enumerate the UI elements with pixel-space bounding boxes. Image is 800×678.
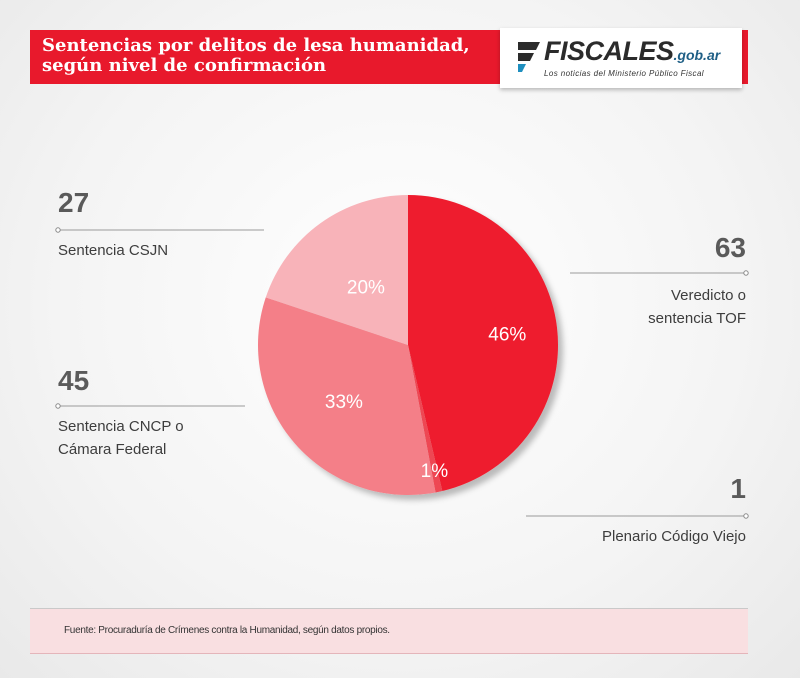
- callout-value: 45: [58, 365, 89, 396]
- source-note: Fuente: Procuraduría de Crímenes contra …: [64, 625, 390, 636]
- callout-leader-dot: [743, 513, 749, 519]
- callout-plenario-codigo-viejo: 1 Plenario Código Viejo: [526, 473, 749, 545]
- callout-label: Sentencia CSJN: [58, 242, 168, 259]
- logo-wordmark: FISCALES.gob.ar: [544, 36, 720, 67]
- callout-value: 27: [58, 187, 89, 218]
- callout-label: Plenario Código Viejo: [602, 528, 746, 545]
- fiscales-logo-icon: [518, 42, 540, 72]
- pie-percent-labels: 46% 1% 33% 20%: [325, 278, 527, 483]
- callout-leader-dot: [743, 270, 749, 276]
- pie-percent-label-sentencia-cncp-o-camara-federal: 33%: [325, 392, 363, 413]
- pie-slice-sentencia-csjn: [265, 195, 408, 345]
- callout-value: 63: [715, 232, 746, 263]
- callout-sentencia-cncp-o-camara-federal: 45 Sentencia CNCP o Cámara Federal: [55, 365, 245, 458]
- pie-slice-sentencia-cncp-o-camara-federal: [258, 297, 436, 496]
- callout-label: Cámara Federal: [58, 441, 166, 458]
- fiscales-logo: FISCALES.gob.ar Los noticias del Ministe…: [500, 28, 742, 88]
- chart-title: Sentencias por delitos de lesa humanidad…: [42, 36, 470, 76]
- title-line-1: Sentencias por delitos de lesa humanidad…: [42, 35, 470, 56]
- callouts: 27 Sentencia CSJN 63 Veredicto o sentencia T…: [55, 187, 749, 545]
- callout-veredicto-o-sentencia-tof: 63 Veredicto o sentencia TOF: [570, 232, 749, 327]
- pie-percent-label-veredicto-o-sentencia-tof: 46%: [488, 325, 526, 346]
- pie-slice-plenario-codigo-viejo: [408, 345, 443, 493]
- callout-leader-dot: [55, 227, 61, 233]
- callout-label: sentencia TOF: [648, 310, 746, 327]
- pie-percent-label-plenario-codigo-viejo: 1%: [421, 461, 449, 482]
- callout-leader-dot: [55, 403, 61, 409]
- callout-value: 1: [730, 473, 746, 504]
- title-line-2: según nivel de confirmación: [42, 55, 327, 76]
- pie-slice-veredicto-o-sentencia-tof: [408, 195, 559, 492]
- logo-name: FISCALES: [544, 36, 674, 66]
- pie-percent-label-sentencia-csjn: 20%: [347, 278, 385, 299]
- source-footer: Fuente: Procuraduría de Crímenes contra …: [30, 608, 748, 654]
- callout-label: Sentencia CNCP o: [58, 418, 184, 435]
- logo-domain: .gob.ar: [673, 47, 721, 63]
- callout-sentencia-csjn: 27 Sentencia CSJN: [55, 187, 264, 259]
- callout-label: Veredicto o: [671, 287, 746, 304]
- logo-tagline: Los noticias del Ministerio Público Fisc…: [544, 69, 704, 78]
- pie-slices: [258, 195, 559, 496]
